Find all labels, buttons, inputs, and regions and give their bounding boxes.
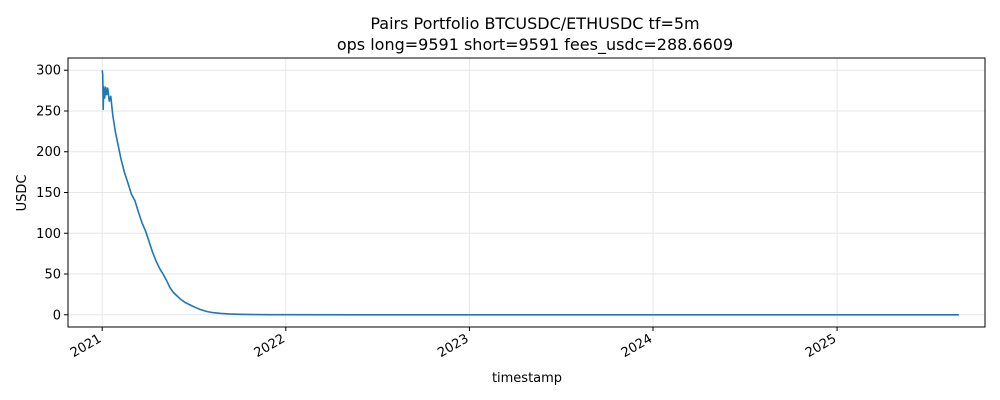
tick-layer: 0 50 100 150 200 250 300 2021 2022 2023 2024 2025 (36, 64, 839, 361)
series-line (101, 70, 959, 316)
y-tick-label: 50 (44, 268, 61, 283)
y-axis-label: USDC (15, 175, 30, 212)
chart-title-line-2: ops long=9591 short=9591 fees_usdc=288.6… (337, 35, 733, 55)
grid-lines (68, 58, 985, 327)
x-axis-label: timestamp (492, 371, 562, 386)
chart-title-line-1: Pairs Portfolio BTCUSDC/ETHUSDC tf=5m (370, 14, 699, 33)
series-layer (101, 70, 959, 316)
y-tick-label: 300 (36, 64, 61, 79)
x-tick-label: 2023 (435, 331, 471, 361)
y-tick-label: 100 (36, 227, 61, 242)
x-tick-label: 2025 (803, 331, 839, 361)
x-tick-label: 2024 (619, 331, 655, 361)
y-tick-label: 200 (36, 145, 61, 160)
y-tick-label: 0 (53, 308, 61, 323)
x-tick-label: 2022 (252, 331, 288, 361)
x-tick-label: 2021 (68, 331, 104, 361)
y-tick-label: 250 (36, 104, 61, 119)
y-tick-label: 150 (36, 186, 61, 201)
